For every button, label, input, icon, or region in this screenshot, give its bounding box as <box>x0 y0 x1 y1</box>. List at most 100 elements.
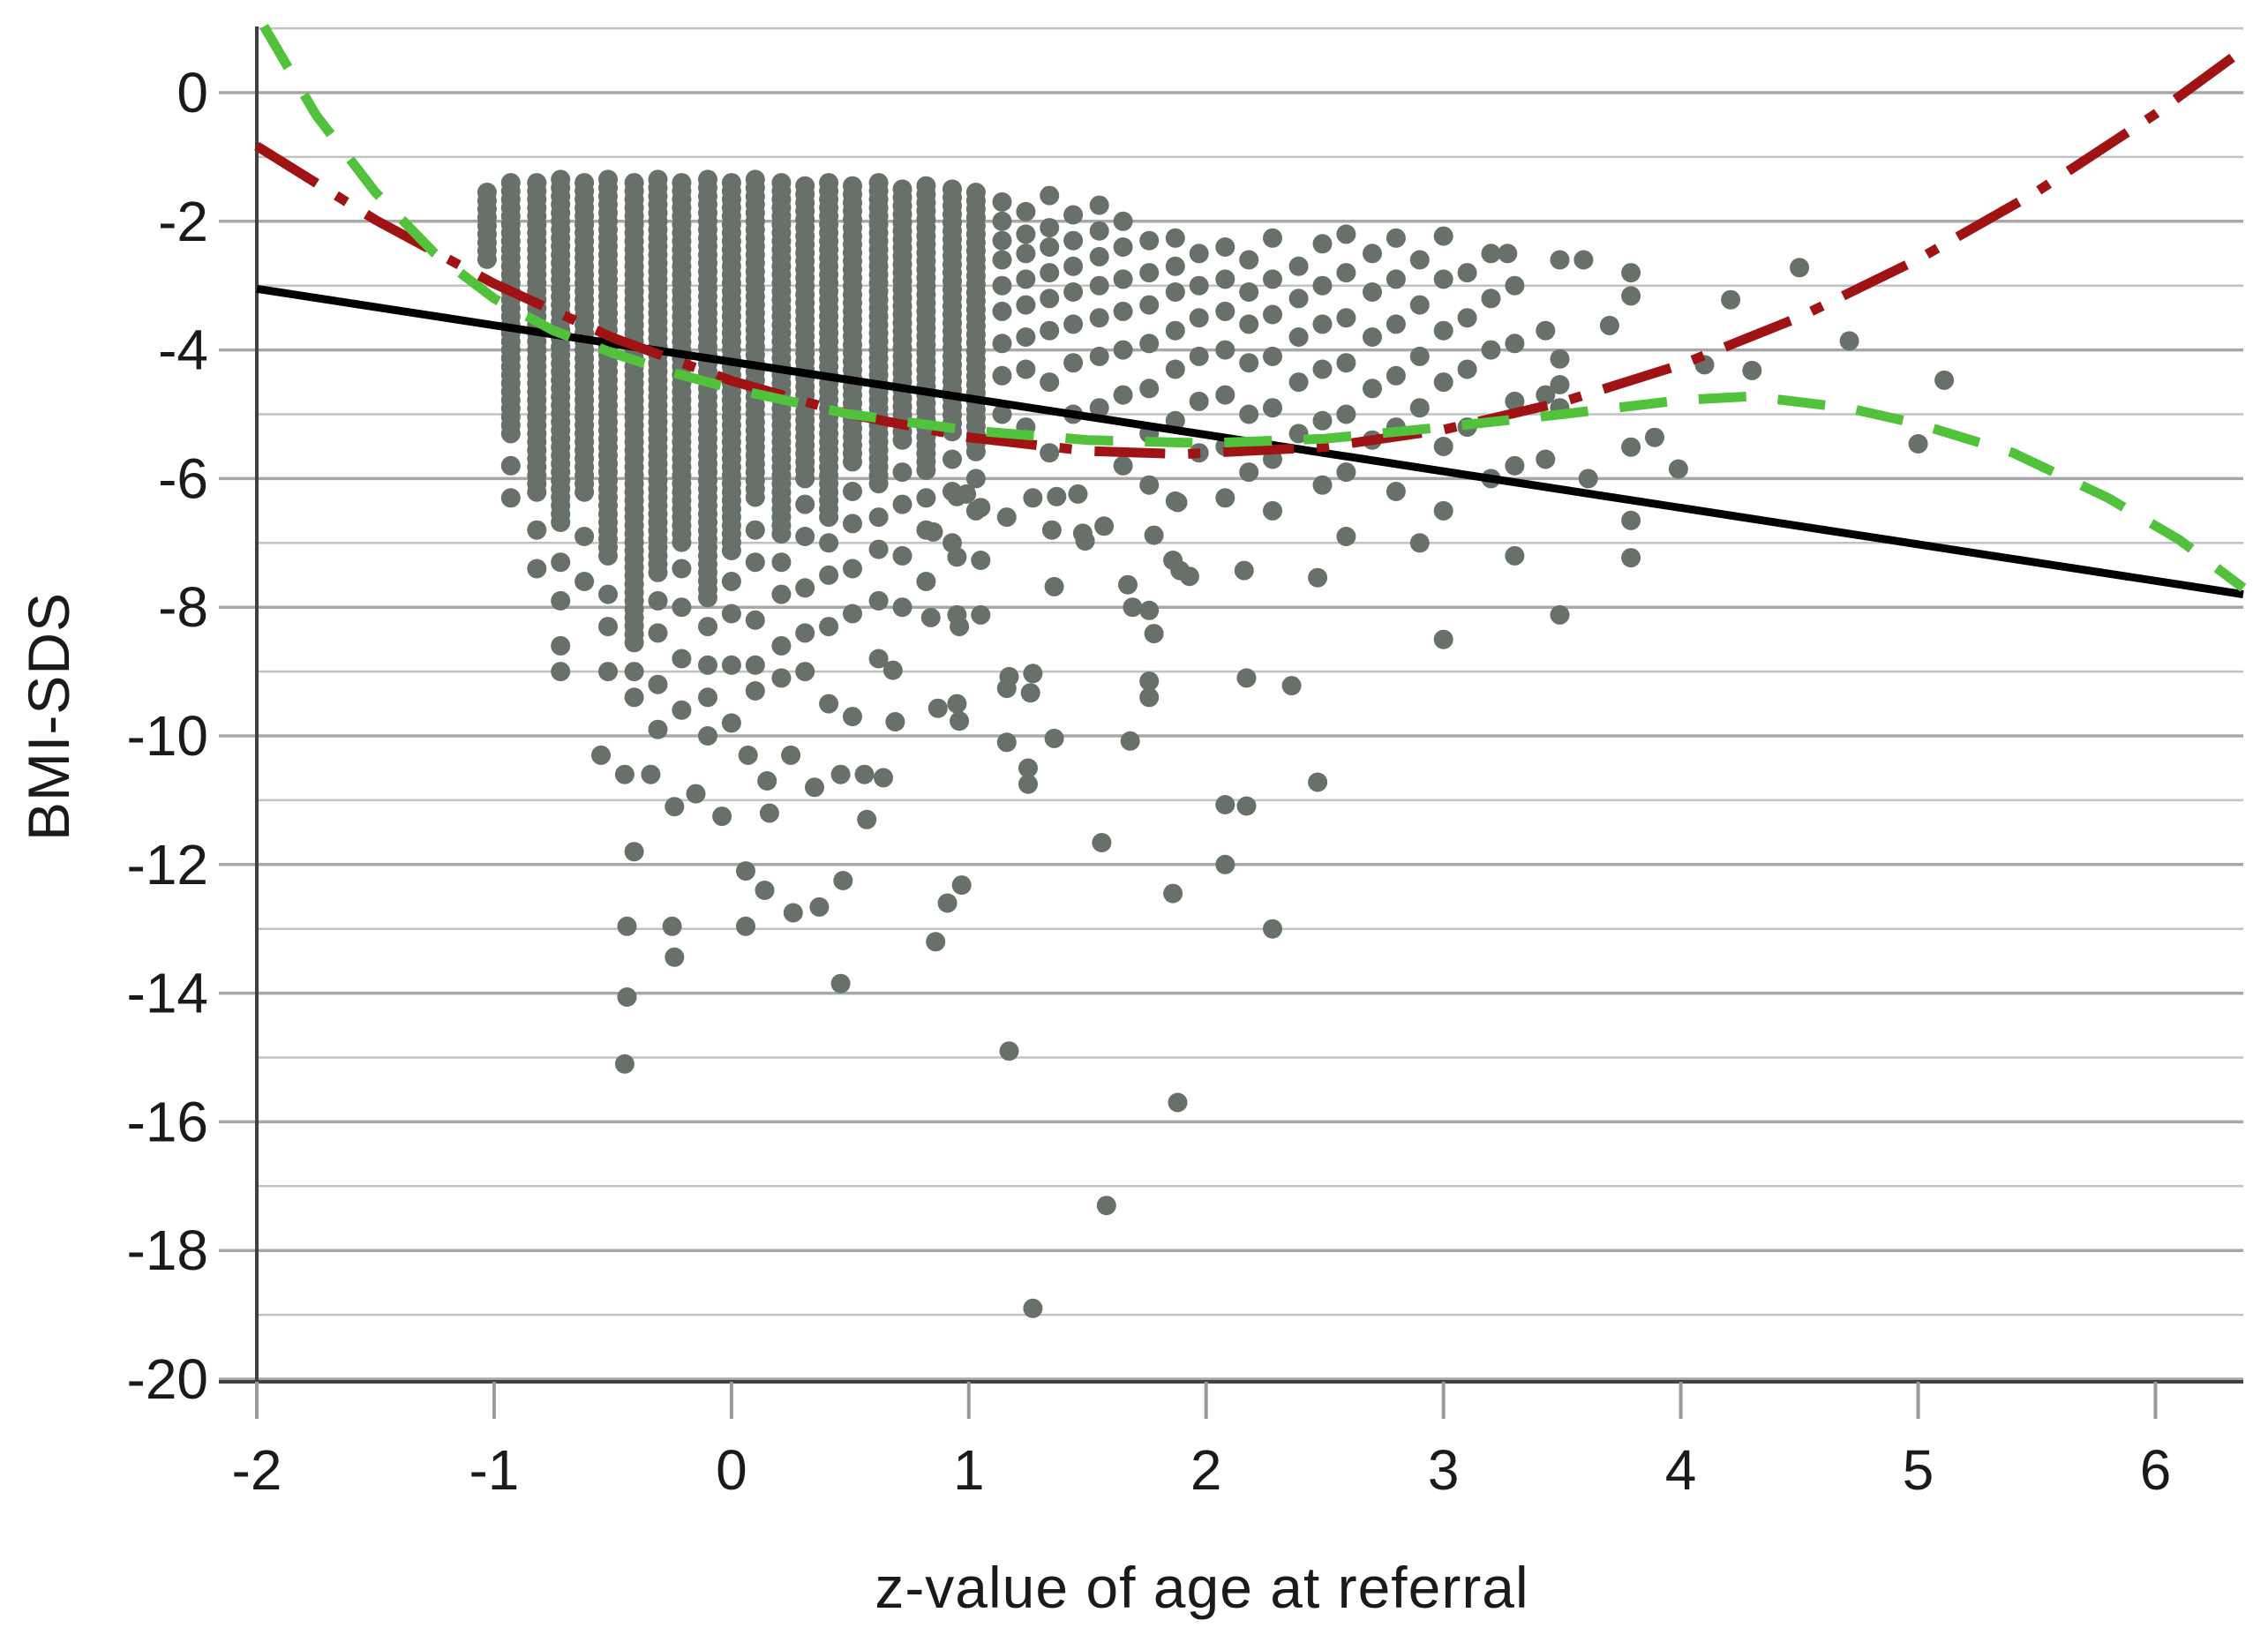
y-axis-title: BMI-SDS <box>16 592 81 841</box>
scatter-point <box>1139 600 1160 620</box>
scatter-point <box>527 520 547 540</box>
scatter-point <box>1075 531 1095 551</box>
scatter-point <box>868 590 889 611</box>
scatter-point <box>1018 774 1038 794</box>
scatter-point <box>999 1041 1019 1061</box>
scatter-point <box>937 893 958 913</box>
y-tick-label: -18 <box>127 1219 209 1282</box>
scatter-point <box>1409 295 1430 315</box>
scatter-point <box>1234 560 1254 581</box>
scatter-point <box>1336 224 1356 244</box>
scatter-point <box>999 666 1019 686</box>
scatter-point <box>1215 385 1235 405</box>
scatter-point <box>819 694 839 714</box>
scatter-point <box>598 545 618 566</box>
scatter-point <box>805 777 824 798</box>
scatter-point <box>923 521 943 542</box>
scatter-point <box>624 662 644 682</box>
scatter-point <box>738 745 758 765</box>
gridlines-layer <box>219 26 2243 1381</box>
scatter-point <box>1089 275 1109 296</box>
scatter-point <box>1239 353 1259 373</box>
scatter-point <box>1312 314 1333 334</box>
scatter-point <box>892 462 912 483</box>
scatter-point <box>686 784 706 804</box>
scatter-point <box>971 604 991 625</box>
scatter-point <box>1063 282 1084 302</box>
scatter-point <box>1189 308 1209 328</box>
scatter-point <box>1139 379 1160 399</box>
scatter-point <box>809 896 830 917</box>
scatter-point <box>672 649 692 669</box>
scatter-point <box>1189 244 1209 264</box>
x-tick-label: 3 <box>1428 1438 1460 1502</box>
scatter-point <box>992 365 1012 386</box>
scatter-point <box>1040 372 1060 393</box>
scatter-point <box>1263 919 1282 939</box>
scatter-point <box>575 572 595 591</box>
scatter-point <box>1040 185 1060 206</box>
scatter-point <box>1599 315 1619 335</box>
scatter-point <box>1165 228 1185 248</box>
scatter-point <box>648 719 668 739</box>
scatter-point <box>843 559 862 579</box>
scatter-point <box>648 674 668 694</box>
scatter-point <box>830 973 851 994</box>
scatter-point <box>575 527 595 546</box>
scatter-point <box>1123 597 1143 618</box>
y-tick-label: -8 <box>158 575 208 639</box>
scatter-point <box>992 301 1012 321</box>
scatter-point <box>771 552 792 573</box>
scatter-point <box>916 572 936 591</box>
scatter-point <box>892 494 912 514</box>
scatter-point <box>857 809 877 829</box>
scatter-point <box>1536 320 1556 341</box>
scatter-point <box>1363 282 1382 302</box>
scatter-point <box>819 533 839 553</box>
scatter-point <box>1621 437 1641 457</box>
scatter-point <box>1263 304 1282 325</box>
scatter-point <box>1023 1298 1043 1318</box>
scatter-point <box>1020 683 1040 703</box>
scatter-point <box>1288 327 1309 347</box>
scatter-point <box>1263 346 1282 366</box>
scatter-point <box>1016 359 1036 379</box>
scatter-point <box>1308 772 1328 792</box>
x-tick-label: 1 <box>953 1438 985 1502</box>
scatter-point <box>1336 308 1356 328</box>
scatter-point <box>971 498 991 518</box>
scatter-point <box>1363 379 1382 399</box>
scatter-point <box>1063 230 1084 251</box>
x-tick-label: -1 <box>469 1438 519 1502</box>
scatter-point <box>614 1054 635 1074</box>
scatter-point <box>1433 500 1453 521</box>
x-tick-label: 0 <box>716 1438 747 1502</box>
scatter-point <box>672 700 692 720</box>
x-tick-label: 5 <box>1903 1438 1934 1502</box>
scatter-point <box>1312 234 1333 254</box>
scatter-point <box>1263 228 1282 248</box>
scatter-point <box>833 871 853 890</box>
scatter-point <box>771 524 792 544</box>
scatter-point <box>1409 533 1430 553</box>
scatter-point <box>1336 462 1356 483</box>
scatter-point <box>648 590 668 611</box>
scatter-point <box>957 484 977 504</box>
scatter-point <box>1120 731 1140 751</box>
scatter-point <box>965 469 986 489</box>
scatter-point <box>641 764 661 784</box>
scatter-point <box>1934 370 1955 390</box>
scatter-point <box>698 687 717 708</box>
scatter-point <box>1263 269 1282 289</box>
scatter-point <box>1113 455 1133 476</box>
scatter-point <box>868 474 889 494</box>
scatter-point <box>1040 263 1060 283</box>
scatter-point <box>1040 237 1060 257</box>
scatter-points-layer <box>477 169 1955 1318</box>
scatter-point <box>1288 372 1309 393</box>
scatter-point <box>1239 462 1259 483</box>
scatter-point <box>965 441 986 461</box>
scatter-point <box>795 578 815 598</box>
scatter-point <box>1550 250 1570 270</box>
